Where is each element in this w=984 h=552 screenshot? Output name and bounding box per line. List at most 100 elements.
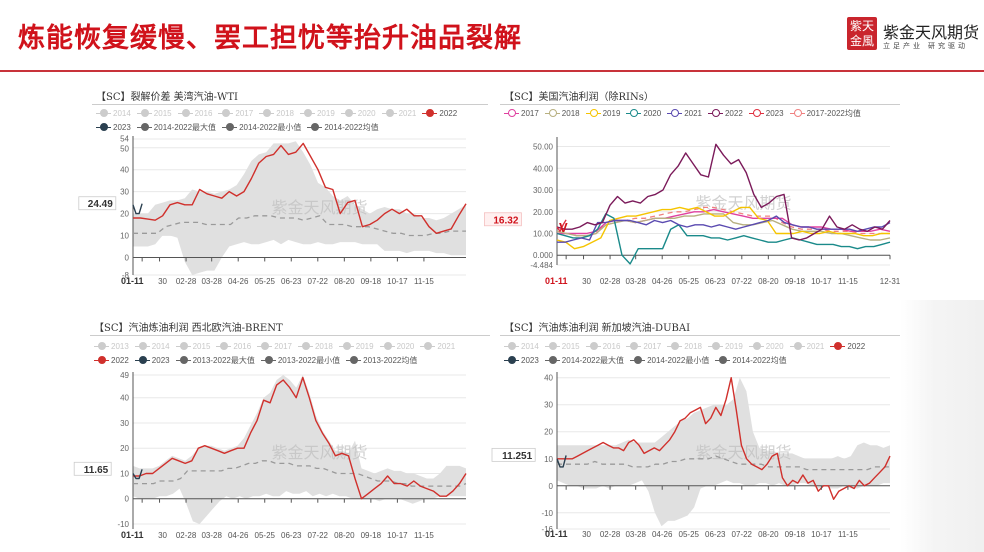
legend-label: 2014 [113,108,131,118]
legend-item[interactable]: 2021 [667,108,702,118]
legend-item[interactable]: 2020 [340,108,376,118]
series-line-2017-2022均值 [557,206,890,237]
legend-label: 2014 [521,341,539,351]
legend-marker-icon [134,341,150,350]
y-tick-label: 30 [120,419,129,428]
legend-item[interactable]: 2017 [504,108,539,118]
x-tick-label: 07-22 [732,530,753,539]
x-tick-label: 02-28 [600,277,621,286]
legend-item[interactable]: 2015 [544,341,580,351]
legend-item[interactable]: 2020 [748,341,784,351]
legend-item[interactable]: 2017 [218,108,253,118]
legend-item[interactable]: 2020 [379,341,414,351]
legend-marker-icon [134,355,150,364]
y-tick-label: 0 [125,253,130,262]
legend-marker-icon [136,108,152,117]
legend-item[interactable]: 2014 [96,108,131,118]
series-line-2022 [133,376,467,500]
legend-item[interactable]: 2019 [338,341,374,351]
y-tick-label: -16 [541,525,553,534]
legend-item[interactable]: 2021 [420,341,455,351]
current-value-tag [78,196,117,211]
legend-label: 2020 [765,341,784,351]
legend-label: 2014-2022最小值 [239,122,302,132]
chart-us-gasoline-margin: 【SC】美国汽油利润（除RINs） 2017 2018 2019 2020 2021 202… [484,84,901,300]
legend-marker-icon [379,341,395,350]
legend-item[interactable]: 2016 [216,341,251,351]
legend-item[interactable]: 2013 [94,341,129,351]
legend-item[interactable]: 2016 [177,108,212,118]
legend-item[interactable]: 2015 [175,341,210,351]
legend-item[interactable]: 2018 [544,108,580,118]
legend-item[interactable]: 2019 [585,108,620,118]
legend-item[interactable]: 2013-2022最小值 [260,355,340,365]
y-tick-label: -8 [122,271,130,280]
title-divider [500,335,900,336]
legend-label: 2016 [602,341,621,351]
legend-item[interactable]: 2013-2022最大值 [175,355,255,365]
x-tick-label: 08-20 [334,531,355,540]
x-tick-label: 03-28 [201,531,222,540]
legend-item[interactable]: 2017-2022均值 [789,108,861,118]
legend-item[interactable]: 2017 [626,341,661,351]
legend-item[interactable]: 2022 [94,355,129,365]
legend-item[interactable]: 2019 [299,108,335,118]
legend-item[interactable]: 2017 [257,341,292,351]
legend-item[interactable]: 2014-2022均值 [307,122,379,132]
legend-item[interactable]: 2014 [134,341,170,351]
current-value-tag [491,447,536,462]
legend-item[interactable]: 2014-2022最小值 [222,122,301,132]
legend-item[interactable]: 2023 [504,355,539,365]
legend-item[interactable]: 2023 [96,122,131,132]
legend-label: 2017 [521,108,539,118]
x-tick-label: 07-22 [308,277,329,286]
chart-plot: 49 40 30 20 10 0 -10 紫金天风期货 01-11 30 02-28 03-28 04-… [73,371,467,540]
brand-slogan: 立足产业 研究驱动 [883,43,968,50]
x-tick-label: 02-28 [176,277,197,286]
legend-marker-icon [422,108,438,117]
legend-marker-icon [297,341,313,350]
legend-label: 2014-2022均值 [324,122,379,132]
legend-label: 2017 [643,341,662,351]
legend-label: 2017 [274,341,292,351]
legend-item[interactable]: 2023 [134,355,170,365]
series-line-2022 [133,142,467,234]
brand-name: 紫金天风期货 [883,23,980,42]
legend-item[interactable]: 2014-2022均值 [715,355,787,365]
legend-marker-icon [748,108,764,117]
x-tick-label: 02-28 [600,530,621,539]
legend-item[interactable]: 2019 [707,341,743,351]
legend-item[interactable]: 2016 [585,341,621,351]
legend-label: 2019 [316,108,335,118]
legend-item[interactable]: 2020 [626,108,661,118]
legend-item[interactable]: 2022 [830,341,865,351]
current-marker-icon: V [559,220,568,235]
chart-title: 【SC】汽油炼油利润 新加坡汽油-DUBAI [504,323,691,334]
title-divider [90,335,490,336]
legend-item[interactable]: 2013-2022均值 [346,355,417,365]
x-tick-label: 06-23 [281,277,302,286]
legend-item[interactable]: 2014-2022最大值 [544,355,624,365]
legend-item[interactable]: 2014 [504,341,539,351]
series-line-2014-2022均值 [557,455,890,471]
y-tick-label: 10 [120,232,129,241]
legend-item[interactable]: 2018 [297,341,333,351]
x-tick-label: 01-11 [545,276,568,286]
x-tick-label: 09-18 [785,530,806,539]
legend-item[interactable]: 2022 [422,108,457,118]
legend-marker-icon [748,341,764,350]
legend-item[interactable]: 2018 [259,108,294,118]
legend-item[interactable]: 2022 [707,108,743,118]
legend-item[interactable]: 2014-2022最大值 [136,122,216,132]
legend-item[interactable]: 2014-2022最小值 [630,355,709,365]
legend-item[interactable]: 2015 [136,108,172,118]
legend-label: 2021 [684,108,702,118]
x-tick-label: 06-23 [705,277,726,286]
series-line-2023 [556,455,567,468]
current-value-tag [73,461,112,476]
legend-item[interactable]: 2018 [667,341,702,351]
legend-item[interactable]: 2023 [748,108,784,118]
legend-item[interactable]: 2021 [789,341,824,351]
legend-item[interactable]: 2021 [381,108,416,118]
legend-label: 2015 [561,341,580,351]
